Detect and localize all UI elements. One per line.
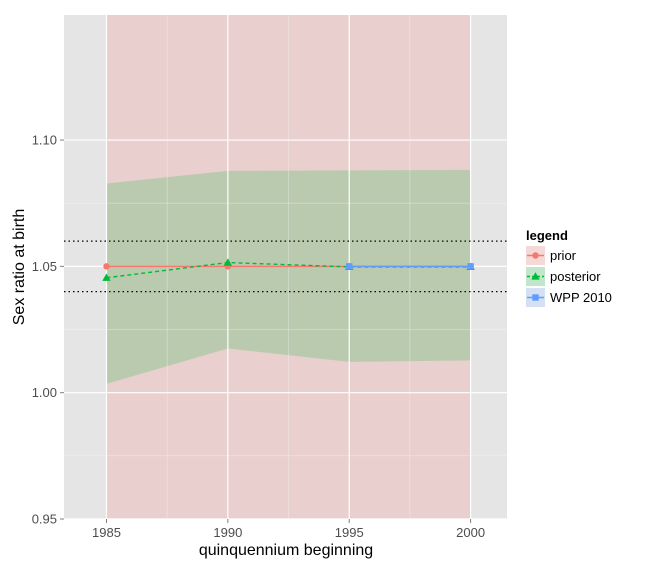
legend-label-prior: prior — [550, 248, 577, 263]
y-axis: 0.95 1.00 1.05 1.10 — [32, 133, 64, 527]
point-wpp-2010 — [346, 263, 353, 270]
y-tick-label: 1.10 — [32, 133, 57, 148]
y-tick-label: 1.00 — [32, 385, 57, 400]
y-axis-title: Sex ratio at birth — [11, 209, 28, 326]
legend-title: legend — [526, 228, 568, 243]
legend-label-posterior: posterior — [550, 269, 601, 284]
legend-label-wpp-2010: WPP 2010 — [550, 290, 612, 305]
legend-key-marker-wpp-2010 — [532, 294, 539, 301]
series-points — [102, 258, 475, 281]
legend-key-marker-prior — [532, 252, 539, 259]
y-tick-label: 0.95 — [32, 512, 57, 527]
x-axis: 1985 1990 1995 2000 — [92, 519, 485, 540]
x-axis-title: quinquennium beginning — [199, 542, 373, 559]
legend-key-marker-posterior — [531, 272, 540, 280]
x-tick-label: 1985 — [92, 525, 121, 540]
point-posterior — [223, 258, 233, 266]
ribbon-posterior — [106, 169, 471, 384]
x-tick-label: 1995 — [335, 525, 364, 540]
series-lines — [106, 261, 471, 279]
reference-lines — [64, 240, 507, 293]
x-tick-label: 2000 — [456, 525, 485, 540]
x-tick-label: 1990 — [213, 525, 242, 540]
point-wpp-2010 — [467, 263, 474, 270]
point-prior — [103, 263, 110, 270]
y-tick-label: 1.05 — [32, 259, 57, 274]
legend: legend prior posterior WPP 2010 — [526, 228, 612, 307]
point-posterior — [102, 273, 111, 281]
